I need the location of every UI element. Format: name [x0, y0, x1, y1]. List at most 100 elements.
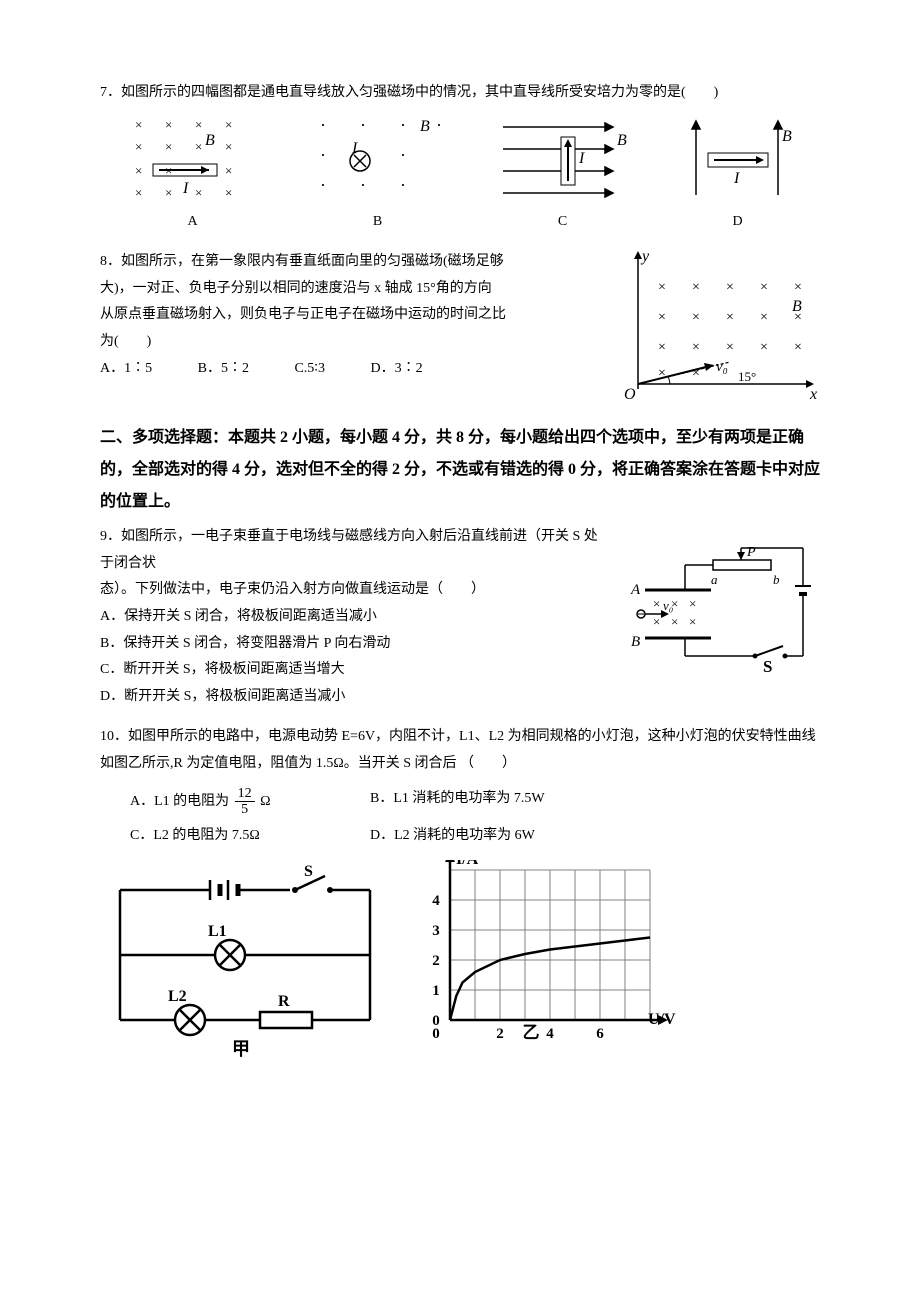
q7-label-d: D	[678, 209, 798, 236]
q10-circuit: S L1	[100, 860, 390, 1060]
svg-text:1: 1	[432, 983, 440, 999]
q10-opt-c: C．L2 的电阻为 7.5Ω	[130, 823, 370, 850]
svg-text:4: 4	[546, 1026, 554, 1042]
svg-text:6: 6	[596, 1026, 604, 1042]
svg-text:×: ×	[135, 117, 142, 132]
q9-prompt-l2: 态）。下列做法中，电子束仍沿入射方向做直线运动是（ ）	[100, 577, 605, 604]
svg-text:×: ×	[135, 139, 142, 154]
svg-text:a: a	[711, 572, 718, 587]
q8-text: 8．如图所示，在第一象限内有垂直纸面向里的匀强磁场(磁场足够 大)，一对正、负电…	[100, 249, 612, 382]
svg-text:I/A: I/A	[456, 860, 479, 868]
svg-text:×: ×	[195, 185, 202, 200]
caption-jia: 甲	[232, 1039, 250, 1059]
svg-text:3: 3	[432, 923, 440, 939]
fraction-icon: 12 5	[235, 786, 255, 818]
svg-text:×: ×	[726, 280, 734, 295]
svg-text:0: 0	[432, 1026, 440, 1042]
svg-text:×: ×	[794, 340, 802, 355]
svg-text:L1: L1	[208, 923, 227, 940]
svg-text:×: ×	[658, 280, 666, 295]
q9-opt-a: A．保持开关 S 闭合，将极板间距离适当减小	[100, 604, 605, 631]
svg-text:×: ×	[658, 340, 666, 355]
svg-text:×: ×	[689, 596, 696, 611]
q7-svg-a: ×××× ×××× ××× ×××× B I	[123, 115, 263, 205]
svg-text:×: ×	[225, 139, 232, 154]
svg-text:2: 2	[496, 1026, 504, 1042]
svg-text:·: ·	[320, 115, 326, 135]
q10-opt-b: B．L1 消耗的电功率为 7.5W	[370, 786, 610, 818]
svg-text:乙: 乙	[523, 1023, 540, 1042]
svg-text:×: ×	[225, 163, 232, 178]
svg-text:×: ×	[225, 185, 232, 200]
q8-options: A．1∶5 B．5∶2 C.5∶3 D．3∶2	[100, 356, 612, 383]
q9-diagram: P a b A B ×××	[615, 546, 820, 676]
q8-prompt-l1: 8．如图所示，在第一象限内有垂直纸面向里的匀强磁场(磁场足够	[100, 249, 612, 276]
svg-text:B: B	[205, 132, 215, 149]
q10-graph: I/AU/V012342460乙	[420, 860, 680, 1060]
svg-text:I: I	[182, 180, 189, 197]
svg-text:×: ×	[165, 185, 172, 200]
svg-text:R: R	[278, 993, 290, 1010]
q7-diagram-a: ×××× ×××× ××× ×××× B I A	[123, 115, 263, 236]
question-9: 9．如图所示，一电子束垂直于电场线与磁感线方向入射后沿直线前进（开关 S 处于闭…	[100, 524, 820, 710]
svg-text:·: ·	[400, 175, 406, 195]
q7-diagram-b: ··· ·· ··· B · I B	[308, 115, 448, 236]
svg-text:×: ×	[165, 139, 172, 154]
svg-text:×: ×	[692, 280, 700, 295]
q7-svg-d: B I	[678, 115, 798, 205]
svg-text:×: ×	[135, 185, 142, 200]
svg-text:v₀: v₀	[716, 359, 728, 375]
svg-text:y: y	[640, 249, 650, 265]
q8-diagram: y x O ××××× ××××× ××××× ×× B v₀ 15°	[620, 249, 820, 404]
svg-text:2: 2	[432, 953, 440, 969]
svg-text:×: ×	[692, 310, 700, 325]
svg-text:B: B	[631, 634, 640, 650]
svg-text:U/V: U/V	[648, 1011, 676, 1028]
q10-opt-a: A．L1 的电阻为 12 5 Ω	[130, 786, 370, 818]
q8-opt-d: D．3∶2	[370, 356, 422, 383]
svg-text:·: ·	[360, 115, 366, 135]
svg-text:×: ×	[760, 310, 768, 325]
q7-label-a: A	[123, 209, 263, 236]
svg-text:·: ·	[320, 145, 326, 165]
svg-text:·: ·	[400, 145, 406, 165]
q9-opt-c: C．断开开关 S，将极板间距离适当增大	[100, 657, 605, 684]
svg-text:x: x	[809, 386, 817, 403]
svg-text:S: S	[304, 863, 313, 880]
svg-text:×: ×	[671, 614, 678, 629]
svg-text:·: ·	[400, 115, 406, 135]
section-2-header: 二、多项选择题：本题共 2 小题，每小题 4 分，共 8 分，每小题给出四个选项…	[100, 422, 820, 518]
q10-a-post: Ω	[260, 794, 270, 809]
svg-text:O: O	[624, 386, 636, 403]
q7-label-c: C	[493, 209, 633, 236]
q7-diagram-d: B I D	[678, 115, 798, 236]
svg-text:×: ×	[658, 310, 666, 325]
q10-opt-d: D．L2 消耗的电功率为 6W	[370, 823, 610, 850]
svg-text:×: ×	[726, 340, 734, 355]
q9-opt-d: D．断开开关 S，将极板间距离适当减小	[100, 684, 605, 711]
q8-prompt-l2: 大)，一对正、负电子分别以相同的速度沿与 x 轴成 15°角的方向	[100, 276, 612, 303]
q7-svg-c: B I	[493, 115, 633, 205]
svg-text:×: ×	[165, 117, 172, 132]
q9-text: 9．如图所示，一电子束垂直于电场线与磁感线方向入射后沿直线前进（开关 S 处于闭…	[100, 524, 605, 710]
svg-text:L2: L2	[168, 988, 187, 1005]
svg-text:I: I	[578, 150, 585, 167]
svg-text:·: ·	[436, 115, 442, 135]
svg-text:I: I	[733, 170, 740, 187]
svg-text:×: ×	[726, 310, 734, 325]
q8-opt-b: B．5∶2	[198, 356, 249, 383]
q10-options: A．L1 的电阻为 12 5 Ω B．L1 消耗的电功率为 7.5W C．L2 …	[130, 786, 820, 850]
svg-text:×: ×	[653, 596, 660, 611]
svg-text:S: S	[763, 657, 772, 676]
svg-text:×: ×	[794, 280, 802, 295]
q9-prompt-l1: 9．如图所示，一电子束垂直于电场线与磁感线方向入射后沿直线前进（开关 S 处于闭…	[100, 524, 605, 577]
svg-text:v₀: v₀	[663, 598, 673, 613]
q7-diagrams: ×××× ×××× ××× ×××× B I A	[100, 115, 820, 236]
q9-opt-b: B．保持开关 S 闭合，将变阻器滑片 P 向右滑动	[100, 631, 605, 658]
svg-text:B: B	[617, 132, 627, 149]
q7-prompt: 7．如图所示的四幅图都是通电直导线放入匀强磁场中的情况，其中直导线所受安培力为零…	[100, 80, 820, 107]
question-10: 10．如图甲所示的电路中，电源电动势 E=6V，内阻不计，L1、L2 为相同规格…	[100, 724, 820, 1060]
svg-text:×: ×	[195, 117, 202, 132]
svg-text:×: ×	[195, 139, 202, 154]
svg-text:×: ×	[760, 280, 768, 295]
